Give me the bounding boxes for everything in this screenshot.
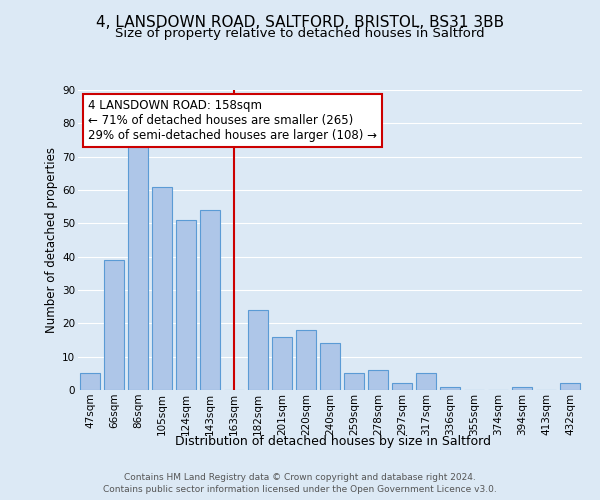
- Bar: [200, 210, 220, 390]
- Text: Contains HM Land Registry data © Crown copyright and database right 2024.: Contains HM Land Registry data © Crown c…: [124, 472, 476, 482]
- Bar: [80, 374, 100, 390]
- Bar: [104, 260, 124, 390]
- Bar: [272, 336, 292, 390]
- Bar: [296, 330, 316, 390]
- Text: 4 LANSDOWN ROAD: 158sqm
← 71% of detached houses are smaller (265)
29% of semi-d: 4 LANSDOWN ROAD: 158sqm ← 71% of detache…: [88, 99, 377, 142]
- Text: Size of property relative to detached houses in Saltford: Size of property relative to detached ho…: [115, 28, 485, 40]
- Text: Distribution of detached houses by size in Saltford: Distribution of detached houses by size …: [175, 435, 491, 448]
- Bar: [392, 384, 412, 390]
- Bar: [440, 386, 460, 390]
- Bar: [560, 384, 580, 390]
- Y-axis label: Number of detached properties: Number of detached properties: [45, 147, 58, 333]
- Bar: [368, 370, 388, 390]
- Bar: [320, 344, 340, 390]
- Bar: [344, 374, 364, 390]
- Text: 4, LANSDOWN ROAD, SALTFORD, BRISTOL, BS31 3BB: 4, LANSDOWN ROAD, SALTFORD, BRISTOL, BS3…: [96, 15, 504, 30]
- Bar: [176, 220, 196, 390]
- Bar: [512, 386, 532, 390]
- Bar: [416, 374, 436, 390]
- Text: Contains public sector information licensed under the Open Government Licence v3: Contains public sector information licen…: [103, 485, 497, 494]
- Bar: [152, 186, 172, 390]
- Bar: [248, 310, 268, 390]
- Bar: [128, 146, 148, 390]
